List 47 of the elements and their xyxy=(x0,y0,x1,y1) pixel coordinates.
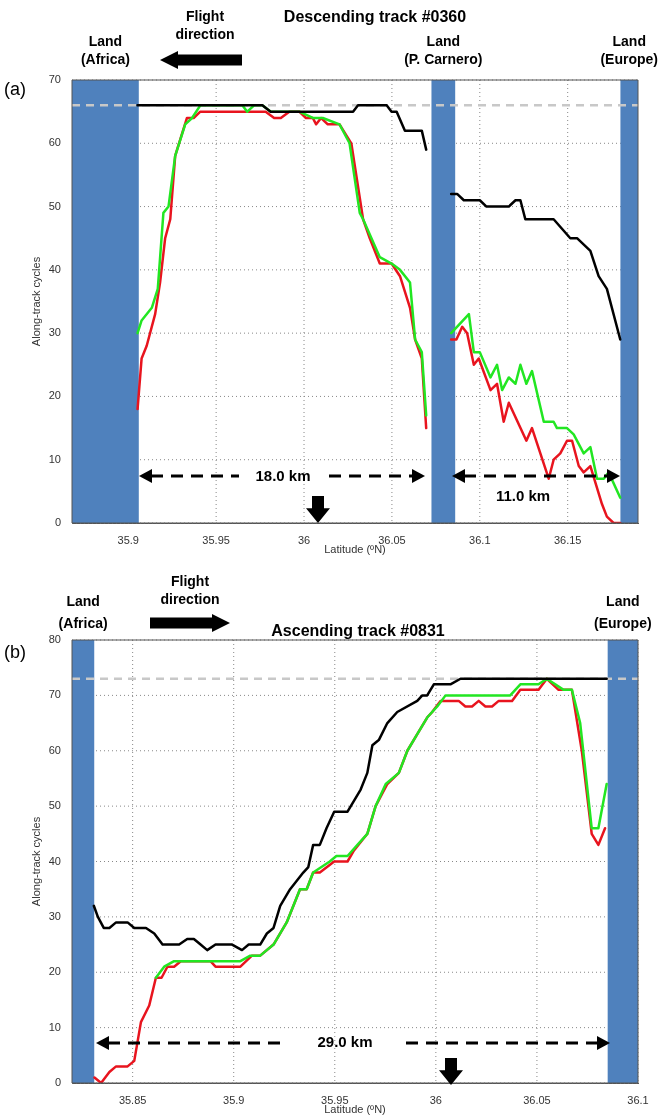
x-tick-label: 35.9 xyxy=(117,533,139,546)
x-tick-label: 36.1 xyxy=(469,533,491,546)
x-tick-label: 35.95 xyxy=(321,1093,349,1106)
y-tick-label: 30 xyxy=(48,326,61,339)
text: Flight direction xyxy=(160,572,220,607)
y-tick-label: 60 xyxy=(48,743,61,756)
x-tick-label: 36.05 xyxy=(523,1093,551,1106)
text: (a) xyxy=(4,78,26,99)
y-tick-label: 50 xyxy=(48,199,61,212)
y-tick-label: 40 xyxy=(48,262,61,275)
x-axis-title: Latitude (ºN) xyxy=(324,543,386,556)
x-tick-label: 36 xyxy=(429,1093,442,1106)
y-tick-label: 10 xyxy=(48,452,61,465)
y-tick-label: 0 xyxy=(54,1076,61,1089)
y-tick-label: 20 xyxy=(48,965,61,978)
band-label: Land (Europe) xyxy=(600,32,658,67)
y-tick-label: 40 xyxy=(48,854,61,867)
text: Flight direction xyxy=(175,7,235,42)
y-tick-label: 10 xyxy=(48,1020,61,1033)
band-label: Land (Europe) xyxy=(594,592,652,631)
x-tick-label: 36.05 xyxy=(378,533,406,546)
x-axis-title: Latitude (ºN) xyxy=(324,1103,386,1116)
band-label: Land (Africa) xyxy=(58,592,108,631)
annotation: 11.0 km xyxy=(495,487,551,505)
y-axis-title: Along-track cycles xyxy=(29,816,42,907)
chart-title: Descending track #0360 xyxy=(283,8,467,26)
chart-title: Ascending track #0831 xyxy=(271,622,445,640)
x-tick-label: 35.9 xyxy=(223,1093,245,1106)
y-tick-label: 20 xyxy=(48,389,61,402)
x-tick-label: 36.1 xyxy=(627,1093,649,1106)
x-tick-label: 35.95 xyxy=(202,533,230,546)
y-tick-label: 70 xyxy=(48,73,61,86)
band-label: Land (P. Carnero) xyxy=(404,32,483,67)
y-tick-label: 50 xyxy=(48,799,61,812)
y-tick-label: 80 xyxy=(48,633,61,646)
y-tick-label: 30 xyxy=(48,909,61,922)
text: (b) xyxy=(4,641,26,662)
x-tick-label: 35.85 xyxy=(118,1093,147,1106)
annotation: 18.0 km xyxy=(255,467,311,485)
x-tick-label: 36 xyxy=(297,533,311,546)
band-label: Land (Africa) xyxy=(80,32,130,67)
y-axis-title: Along-track cycles xyxy=(29,256,42,347)
x-tick-label: 36.15 xyxy=(553,533,582,546)
annotation: 29.0 km xyxy=(317,1033,373,1051)
y-tick-label: 60 xyxy=(48,136,61,149)
y-tick-label: 70 xyxy=(48,688,61,701)
y-tick-label: 0 xyxy=(54,516,61,529)
